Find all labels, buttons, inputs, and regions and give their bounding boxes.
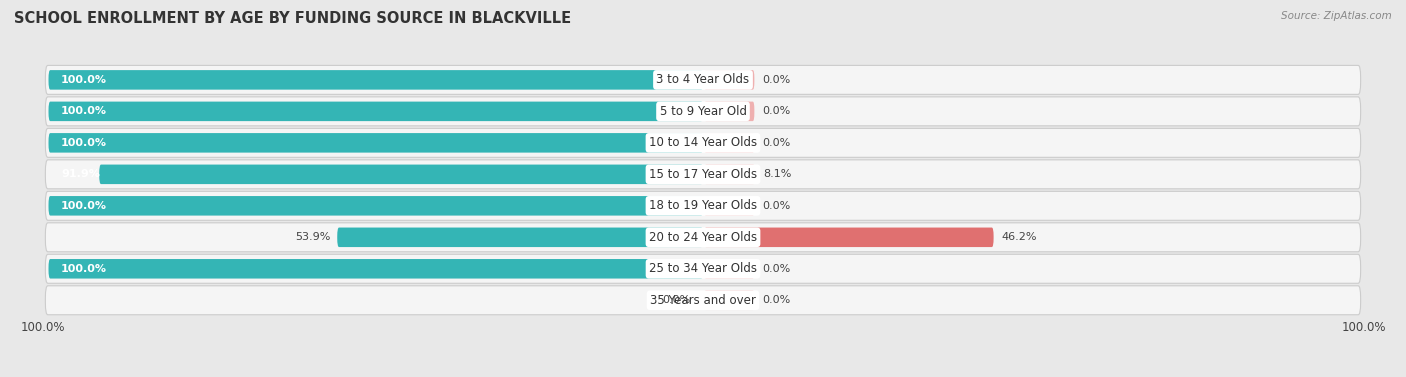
Text: 100.0%: 100.0% xyxy=(60,201,107,211)
Text: 0.0%: 0.0% xyxy=(762,295,790,305)
Text: 0.0%: 0.0% xyxy=(762,138,790,148)
FancyBboxPatch shape xyxy=(704,70,755,90)
FancyBboxPatch shape xyxy=(45,192,1361,220)
Text: 53.9%: 53.9% xyxy=(295,232,330,242)
FancyBboxPatch shape xyxy=(48,101,703,121)
FancyBboxPatch shape xyxy=(704,165,755,184)
Text: 18 to 19 Year Olds: 18 to 19 Year Olds xyxy=(650,199,756,212)
FancyBboxPatch shape xyxy=(48,196,703,216)
Text: SCHOOL ENROLLMENT BY AGE BY FUNDING SOURCE IN BLACKVILLE: SCHOOL ENROLLMENT BY AGE BY FUNDING SOUR… xyxy=(14,11,571,26)
FancyBboxPatch shape xyxy=(100,165,703,184)
Text: 100.0%: 100.0% xyxy=(60,138,107,148)
FancyBboxPatch shape xyxy=(45,254,1361,283)
Text: 46.2%: 46.2% xyxy=(1001,232,1038,242)
Text: 0.0%: 0.0% xyxy=(762,201,790,211)
FancyBboxPatch shape xyxy=(704,259,755,279)
Text: 100.0%: 100.0% xyxy=(60,264,107,274)
Text: 8.1%: 8.1% xyxy=(763,169,792,179)
FancyBboxPatch shape xyxy=(48,259,703,279)
FancyBboxPatch shape xyxy=(704,101,755,121)
Text: 0.0%: 0.0% xyxy=(762,75,790,85)
FancyBboxPatch shape xyxy=(704,196,755,216)
Text: 35 Years and over: 35 Years and over xyxy=(650,294,756,307)
FancyBboxPatch shape xyxy=(704,291,755,310)
FancyBboxPatch shape xyxy=(704,228,994,247)
Text: 100.0%: 100.0% xyxy=(1341,320,1386,334)
Text: 0.0%: 0.0% xyxy=(662,295,690,305)
Text: 0.0%: 0.0% xyxy=(762,264,790,274)
Text: 5 to 9 Year Old: 5 to 9 Year Old xyxy=(659,105,747,118)
Text: 100.0%: 100.0% xyxy=(60,106,107,116)
FancyBboxPatch shape xyxy=(704,133,755,153)
FancyBboxPatch shape xyxy=(45,286,1361,315)
Text: 20 to 24 Year Olds: 20 to 24 Year Olds xyxy=(650,231,756,244)
Text: 3 to 4 Year Olds: 3 to 4 Year Olds xyxy=(657,74,749,86)
Text: 25 to 34 Year Olds: 25 to 34 Year Olds xyxy=(650,262,756,275)
FancyBboxPatch shape xyxy=(48,70,703,90)
FancyBboxPatch shape xyxy=(45,97,1361,126)
Text: 0.0%: 0.0% xyxy=(762,106,790,116)
FancyBboxPatch shape xyxy=(337,228,703,247)
Text: 10 to 14 Year Olds: 10 to 14 Year Olds xyxy=(650,136,756,149)
FancyBboxPatch shape xyxy=(48,133,703,153)
FancyBboxPatch shape xyxy=(45,65,1361,94)
Text: 91.9%: 91.9% xyxy=(60,169,100,179)
FancyBboxPatch shape xyxy=(45,160,1361,189)
Text: 15 to 17 Year Olds: 15 to 17 Year Olds xyxy=(650,168,756,181)
Text: 100.0%: 100.0% xyxy=(60,75,107,85)
FancyBboxPatch shape xyxy=(45,223,1361,252)
Text: 100.0%: 100.0% xyxy=(20,320,65,334)
FancyBboxPatch shape xyxy=(45,128,1361,157)
Text: Source: ZipAtlas.com: Source: ZipAtlas.com xyxy=(1281,11,1392,21)
